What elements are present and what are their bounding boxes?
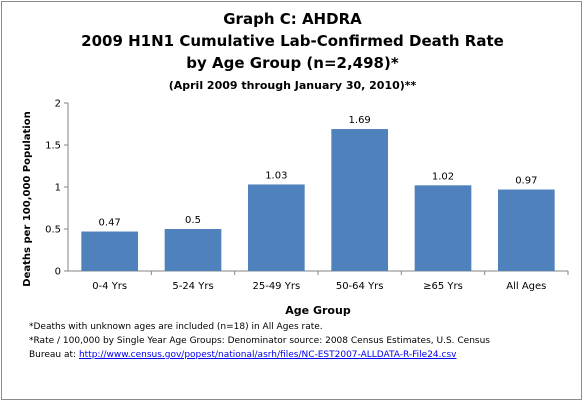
data-label: 0.97	[515, 176, 537, 187]
y-tick-label: 1.5	[45, 141, 61, 152]
y-tick-label: 2	[55, 99, 61, 110]
footnote-census-bureau: Bureau at: http://www.census.gov/popest/…	[29, 350, 456, 360]
x-tick-label: 25-49 Yrs	[252, 281, 300, 292]
census-data-link[interactable]: http://www.census.gov/popest/national/as…	[78, 350, 457, 360]
footnote-rate-source: *Rate / 100,000 by Single Year Age Group…	[29, 336, 490, 346]
data-label: 1.03	[265, 170, 287, 181]
y-tick-label: 1	[55, 183, 61, 194]
bar	[248, 184, 305, 271]
bar	[164, 229, 222, 271]
y-tick-label: 0	[55, 267, 61, 278]
chart-title-line-2: 2009 H1N1 Cumulative Lab-Confirmed Death…	[81, 32, 504, 50]
x-tick-label: All Ages	[506, 281, 546, 292]
footnote-unknown-ages: *Deaths with unknown ages are included (…	[29, 322, 323, 332]
bar	[331, 129, 388, 271]
bar-chart: 0 0.5 1 1.5 2 0.47 0-4 Yrs 0.5 5-24 Yrs 1.03 25-49…	[22, 99, 569, 317]
x-tick-label: ≥65 Yrs	[423, 281, 463, 292]
footnote-census-prefix: Bureau at:	[29, 350, 79, 360]
data-label: 1.02	[432, 171, 454, 182]
chart-title-line-3: by Age Group (n=2,498)*	[186, 54, 399, 72]
x-tick-label: 5-24 Yrs	[172, 281, 213, 292]
data-label: 0.5	[185, 215, 201, 226]
chart-title: Graph C: AHDRA	[223, 10, 362, 28]
x-axis-title: Age Group	[285, 304, 351, 317]
x-tick-label: 0-4 Yrs	[92, 281, 127, 292]
y-tick-label: 0.5	[45, 225, 61, 236]
chart-subtitle: (April 2009 through January 30, 2010)**	[168, 79, 417, 92]
y-axis-title: Deaths per 100,000 Population	[22, 111, 33, 286]
bar	[81, 231, 138, 271]
bar	[498, 189, 555, 271]
bar	[414, 185, 472, 271]
data-label: 1.69	[349, 115, 371, 126]
data-label: 0.47	[99, 218, 121, 229]
x-tick-label: 50-64 Yrs	[336, 281, 384, 292]
